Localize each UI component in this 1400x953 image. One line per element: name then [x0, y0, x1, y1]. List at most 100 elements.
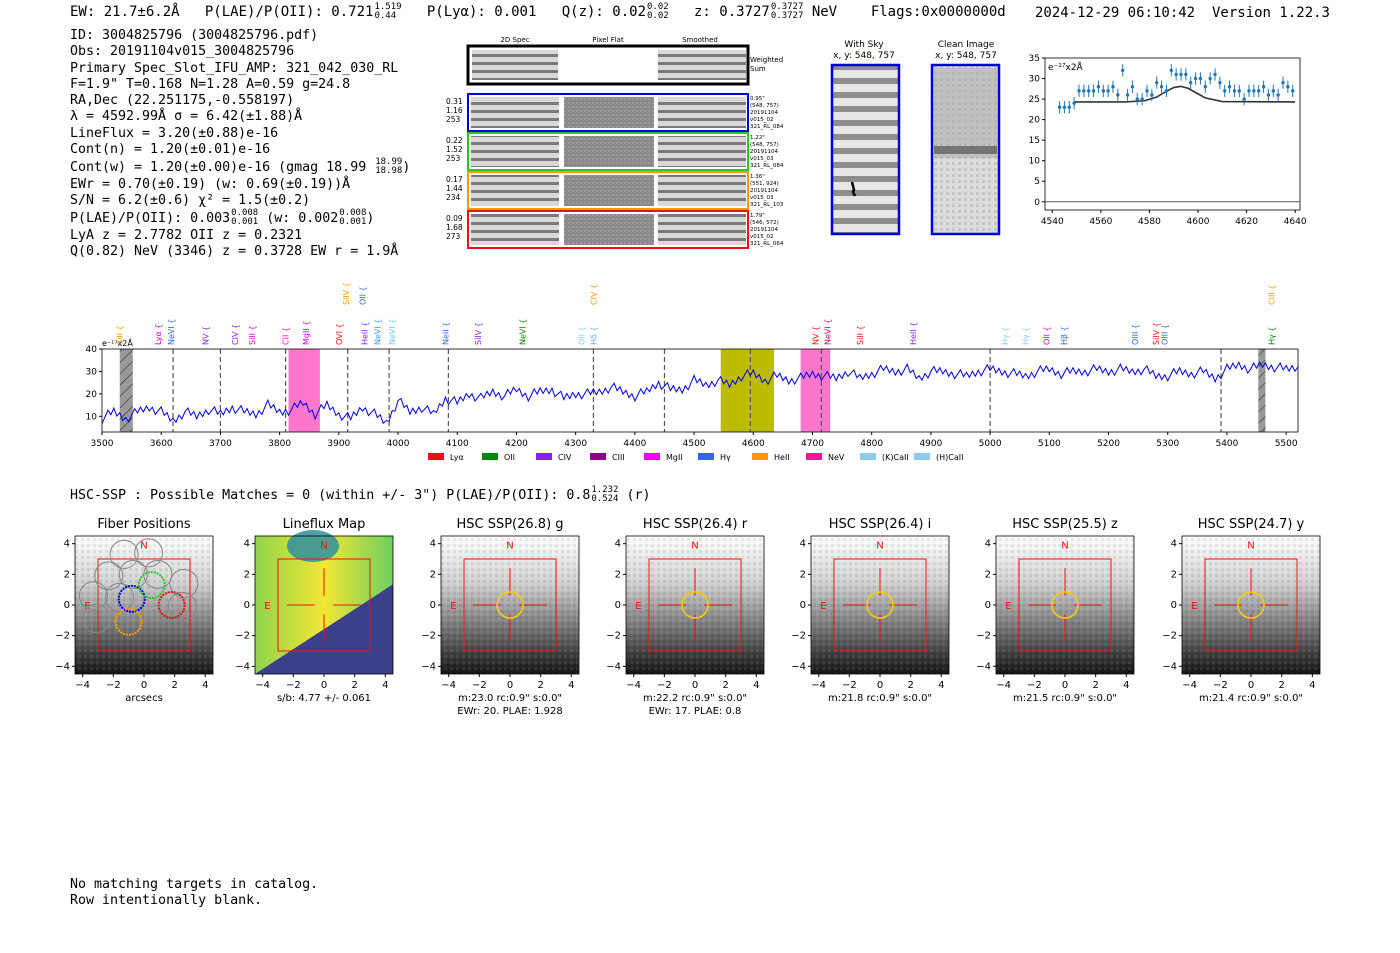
legend-label: (H)CaII — [936, 453, 963, 462]
fiber-circle — [167, 592, 197, 622]
plae-upper: 1.519 — [374, 2, 402, 12]
spectrum-xtick-label: 5200 — [1097, 439, 1120, 449]
emission-line-label: OVI { — [335, 323, 344, 345]
legend-label: HeII — [774, 453, 790, 462]
fiber-circle — [169, 569, 199, 599]
fit-data-point — [1198, 76, 1203, 81]
spectrum-xtick-label: 4000 — [387, 439, 410, 449]
spectrum-xtick-label: 4800 — [860, 439, 883, 449]
signal-noise: S/N = 6.2(±0.6) χ² = 1.5(±0.2) — [70, 192, 311, 208]
hsc-panel: Fiber Positions N E −4 −4 −2 −2 0 0 2 2 4 4 arcsecs — [55, 517, 214, 704]
emission-line-label: OIII { — [1131, 324, 1140, 345]
fit-data-point — [1174, 72, 1178, 77]
aperture-box — [1204, 558, 1298, 652]
full-spectrum-chart: 3500 3600 3700 3800 3900 4000 4100 4200 4300 4400… — [86, 282, 1299, 462]
north-label: N — [140, 540, 147, 551]
hsc-ytick-label: 4 — [64, 539, 70, 550]
cutout-flat — [564, 136, 654, 167]
fiber-circle — [78, 581, 108, 611]
hsc-header-end: (r) — [626, 488, 651, 503]
fit-yunit: e⁻¹⁷x2Å — [1048, 61, 1084, 73]
fit-data-point — [1247, 89, 1251, 93]
plae-info: P(LAE)/P(OII): 0.003 0.008 0.001 (w: 0.002… — [70, 209, 410, 227]
cutout-smooth — [658, 136, 746, 167]
emission-line-label: SiII { — [116, 325, 125, 345]
hsc-plae-hi: 1.232 — [591, 485, 619, 495]
emission-line-label: Hβ { — [1060, 326, 1069, 345]
observation: Obs: 20191104v015_3004825796 — [70, 44, 295, 60]
emission-line-label: SiII { — [856, 325, 865, 345]
z-value: z: 0.3727 — [694, 4, 770, 20]
east-label: E — [1191, 601, 1197, 612]
match-circle — [1237, 591, 1265, 619]
cutout-row-right-label: 20191104 — [750, 149, 778, 155]
fit-data-point — [1140, 97, 1144, 101]
hsc-panel: HSC SSP(26.4) r N E −4 −4 −2 −2 0 0 2 2 4 4 m:22.2 rc… — [606, 517, 765, 717]
spectrum-xtick-label: 3600 — [150, 439, 173, 449]
fit-data-point — [1111, 85, 1115, 89]
cutout-smooth — [658, 175, 746, 206]
spectrum-xtick-label: 4400 — [623, 439, 646, 449]
fiber-circle-highlight — [114, 607, 143, 636]
fit-ytick-label: 10 — [1029, 157, 1041, 167]
spectrum-xtick-label: 3900 — [327, 439, 350, 449]
fiber-circle — [118, 559, 148, 589]
fiber-circle — [134, 538, 164, 568]
hsc-ytick-label: 2 — [64, 569, 70, 580]
cutout-row-left-label: 1.52 — [446, 145, 463, 154]
hsc-ytick-label: 2 — [615, 569, 621, 580]
z-upper: 0.3727 — [770, 2, 804, 12]
line-flux: LineFlux = 3.20(±0.88)e-16 — [70, 125, 279, 141]
line-fit-chart: 4540 4560 4580 4600 4620 4640 0 5 10 15 20 25 30 35 e⁻… — [1029, 54, 1307, 227]
cutout-row-right-label: 20191104 — [750, 227, 778, 233]
hsc-panel-title: HSC SSP(25.5) z — [1012, 517, 1118, 532]
lineflux-masked-region — [255, 584, 393, 674]
emission-line-label: CIV { — [231, 324, 240, 345]
cutout-row-right-label: 321_RL_084 — [750, 163, 784, 169]
hsc-caption: s/b: 4.77 +/- 0.061 — [277, 693, 371, 704]
cutout-row-right-label: 1.79" — [750, 213, 765, 219]
legend-label: MgII — [666, 453, 683, 462]
hsc-caption: arcsecs — [125, 693, 163, 704]
cutout-row-left-label: 0.17 — [446, 175, 463, 184]
spectrum-xtick-label: 5100 — [1038, 439, 1061, 449]
hsc-ytick-label: −2 — [606, 631, 621, 642]
cutout-2d — [471, 97, 559, 128]
emission-line-label: Hγ { — [1267, 327, 1276, 345]
hsc-header-text: HSC-SSP : Possible Matches = 0 (within +… — [70, 488, 591, 503]
north-label: N — [506, 540, 513, 551]
hsc-ytick-label: −2 — [1162, 631, 1177, 642]
legend-swatch — [590, 453, 606, 460]
cutout-row-right-label: 1.36" — [750, 174, 765, 180]
cont-w-text: Cont(w) = 1.20(±0.00)e-16 (gmag 18.99 — [70, 160, 367, 176]
cont-w-end: ) — [402, 160, 411, 176]
fit-xtick-label: 4600 — [1187, 217, 1210, 227]
plae-lower: 0.44 — [374, 11, 397, 21]
spectrum-yunit: e⁻¹⁷x2Å — [102, 337, 133, 348]
detection-info: ID: 3004825796 (3004825796.pdf) Obs: 201… — [70, 28, 410, 260]
spectrum-band — [800, 349, 831, 432]
fit-xtick-label: 4580 — [1138, 217, 1161, 227]
cutout-row-right-label: 321_RL_064 — [750, 241, 784, 247]
fit-data-point — [1121, 68, 1125, 73]
fit-data-point — [1072, 101, 1076, 105]
hsc-ytick-label: −2 — [235, 631, 250, 642]
hsc-xtick-label: −4 — [1182, 680, 1197, 691]
hsc-xtick-label: 2 — [722, 680, 728, 691]
hsc-xtick-label: 0 — [1062, 680, 1068, 691]
fit-data-point — [1218, 80, 1222, 85]
emission-line-label: SiII { — [248, 325, 257, 345]
legend-label: Hγ — [720, 453, 731, 462]
gmag-upper: 18.99 — [375, 157, 403, 168]
hsc-cutout-noise — [441, 536, 579, 674]
cutout-smooth — [658, 214, 746, 245]
weighted-2d — [472, 50, 558, 80]
fit-ytick-label: 25 — [1029, 95, 1040, 105]
version: Version 1.22.3 — [1211, 5, 1330, 21]
col-pixelflat: Pixel Flat — [592, 36, 624, 44]
east-label: E — [635, 601, 641, 612]
fit-ytick-label: 15 — [1029, 136, 1040, 146]
match-circle — [866, 591, 894, 619]
fit-data-point — [1106, 89, 1110, 93]
hsc-ytick-label: 0 — [615, 600, 621, 611]
